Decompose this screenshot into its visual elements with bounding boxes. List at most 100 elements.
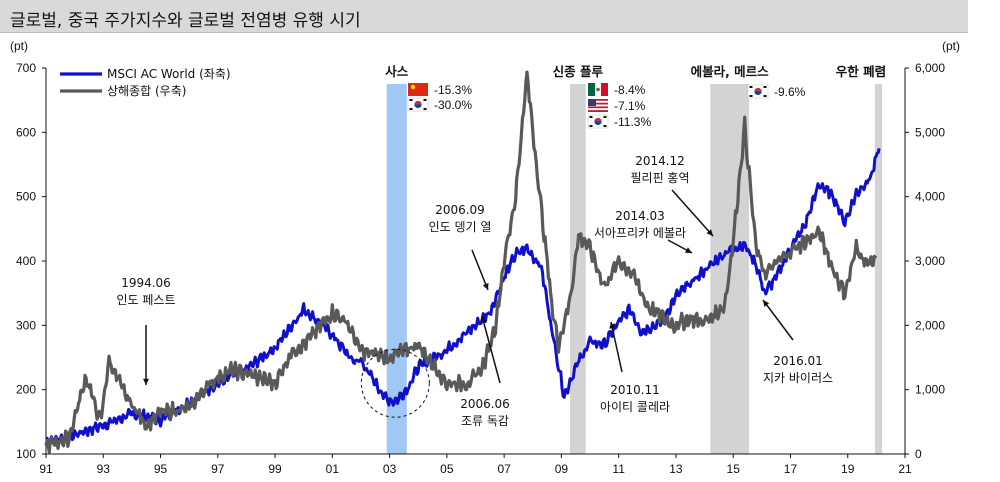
x-tick-label-4: 99 bbox=[268, 462, 282, 476]
y-right-tick-label-3: 3,000 bbox=[915, 254, 945, 268]
shaded-period-label-0: 사스 bbox=[385, 64, 409, 79]
y-left-tick-label-2: 300 bbox=[16, 318, 36, 332]
shaded-period-label-1: 신종 플루 bbox=[553, 64, 604, 79]
y-right-tick-label-1: 1,000 bbox=[915, 383, 945, 397]
x-tick-label-1: 93 bbox=[97, 462, 111, 476]
series-line-1 bbox=[44, 70, 878, 454]
shaded-period-label-2: 에볼라, 메르스 bbox=[691, 64, 770, 79]
mexico-flag-icon-2 bbox=[588, 83, 608, 96]
shaded-period-3 bbox=[874, 84, 883, 454]
x-tick-label-15: 21 bbox=[898, 462, 912, 476]
return-value-1: -30.0% bbox=[434, 98, 472, 112]
korea-flag-trigram-5-2 bbox=[749, 95, 753, 97]
korea-flag-trigram-5-1 bbox=[763, 86, 767, 88]
x-tick-label-2: 95 bbox=[154, 462, 168, 476]
legend-label-0: MSCI AC World (좌축) bbox=[107, 67, 231, 81]
annotation-text-5: 필리핀 홍역 bbox=[630, 171, 689, 185]
x-tick-label-5: 01 bbox=[326, 462, 340, 476]
return-value-0: -15.3% bbox=[434, 83, 472, 97]
annotation-date-2: 2006.06 bbox=[460, 397, 510, 411]
x-tick-label-12: 15 bbox=[727, 462, 741, 476]
usa-flag-stripe-3-2 bbox=[588, 102, 608, 105]
korea-flag-trigram-1-2 bbox=[409, 108, 413, 110]
annotation-arrow-5 bbox=[671, 189, 714, 237]
korea-flag-red-5 bbox=[754, 87, 762, 92]
y-left-tick-label-0: 100 bbox=[16, 447, 36, 461]
annotation-arrowhead-6 bbox=[763, 300, 770, 307]
y-right-tick-label-6: 6,000 bbox=[915, 61, 945, 75]
korea-flag-red-1 bbox=[414, 100, 422, 105]
x-tick-label-7: 05 bbox=[440, 462, 454, 476]
legend-label-1: 상해종합 (우축) bbox=[107, 84, 186, 98]
annotation-date-4: 2014.03 bbox=[615, 209, 665, 223]
y-left-tick-label-6: 700 bbox=[16, 61, 36, 75]
korea-flag-trigram-4-3 bbox=[603, 125, 607, 127]
usa-flag-stripe-3-1 bbox=[588, 100, 608, 103]
annotation-arrowhead-2 bbox=[480, 316, 487, 323]
annotation-arrowhead-0 bbox=[143, 378, 149, 385]
annotation-arrowhead-4 bbox=[685, 247, 692, 253]
korea-flag-icon-1 bbox=[407, 97, 429, 112]
korea-flag-trigram-1-0 bbox=[409, 99, 413, 101]
x-tick-label-9: 09 bbox=[555, 462, 569, 476]
sars-circle bbox=[360, 348, 430, 418]
y-right-tick-label-4: 4,000 bbox=[915, 190, 945, 204]
shaded-period-label-3: 우한 폐렴 bbox=[836, 64, 886, 79]
y-left-tick-label-5: 600 bbox=[16, 125, 36, 139]
x-tick-label-0: 91 bbox=[39, 462, 53, 476]
y-axis-right-unit: (pt) bbox=[942, 39, 960, 53]
y-left-tick-label-4: 500 bbox=[16, 190, 36, 204]
annotation-arrowhead-5 bbox=[706, 229, 713, 236]
china-flag-star-0 bbox=[410, 84, 416, 90]
korea-flag-trigram-4-2 bbox=[589, 125, 593, 127]
annotation-date-1: 2006.09 bbox=[435, 203, 485, 217]
korea-flag-trigram-4-0 bbox=[589, 116, 593, 118]
shaded-period-1 bbox=[569, 84, 586, 454]
annotation-date-3: 2010.11 bbox=[610, 383, 660, 397]
y-right-tick-label-2: 2,000 bbox=[915, 318, 945, 332]
china-flag-field-0 bbox=[408, 83, 428, 96]
korea-flag-trigram-4-1 bbox=[603, 116, 607, 118]
annotation-text-2: 조류 독감 bbox=[461, 414, 509, 428]
annotation-arrow-1 bbox=[471, 249, 489, 291]
annotation-text-4: 서아프리카 에볼라 bbox=[594, 226, 686, 240]
annotation-date-0: 1994.06 bbox=[121, 276, 171, 290]
korea-flag-trigram-5-0 bbox=[749, 86, 753, 88]
annotation-text-1: 인도 뎅기 열 bbox=[429, 220, 492, 234]
usa-flag-stripe-3-4 bbox=[588, 106, 608, 109]
mexico-flag-emblem-2 bbox=[596, 87, 600, 92]
x-tick-label-11: 13 bbox=[669, 462, 683, 476]
annotation-text-6: 지카 바이러스 bbox=[763, 371, 833, 385]
y-axis-left-unit: (pt) bbox=[10, 39, 28, 53]
annotation-arrow-6 bbox=[762, 299, 794, 341]
return-value-3: -7.1% bbox=[614, 99, 646, 113]
annotation-arrow-3 bbox=[610, 321, 623, 373]
annotation-arrowhead-3 bbox=[609, 322, 616, 329]
usa-flag-stripe-3-6 bbox=[588, 110, 608, 112]
korea-flag-trigram-1-1 bbox=[423, 99, 427, 101]
mexico-flag-green-2 bbox=[588, 83, 595, 96]
x-tick-label-14: 19 bbox=[841, 462, 855, 476]
x-tick-label-10: 11 bbox=[612, 462, 625, 476]
korea-flag-icon-5 bbox=[747, 84, 769, 99]
y-right-tick-label-5: 5,000 bbox=[915, 125, 945, 139]
korea-flag-trigram-5-3 bbox=[763, 95, 767, 97]
title-bar: 글로벌, 중국 주가지수와 글로벌 전염병 유행 시기 bbox=[0, 0, 968, 33]
usa-flag-icon-3 bbox=[588, 99, 608, 112]
x-tick-label-8: 07 bbox=[497, 462, 511, 476]
return-value-2: -8.4% bbox=[614, 83, 646, 97]
x-tick-label-3: 97 bbox=[211, 462, 225, 476]
annotation-arrow-2 bbox=[481, 315, 501, 384]
korea-flag-red-4 bbox=[594, 117, 602, 122]
korea-flag-icon-4 bbox=[587, 114, 609, 129]
usa-flag-stripe-3-3 bbox=[588, 104, 608, 107]
mexico-flag-red-2 bbox=[601, 83, 608, 96]
return-value-4: -11.3% bbox=[614, 115, 651, 129]
annotation-date-5: 2014.12 bbox=[635, 154, 685, 168]
korea-flag-trigram-1-3 bbox=[423, 108, 427, 110]
annotation-text-3: 아이티 콜레라 bbox=[600, 400, 670, 414]
annotation-arrowhead-1 bbox=[482, 283, 489, 290]
usa-flag-stripe-3-5 bbox=[588, 108, 608, 111]
